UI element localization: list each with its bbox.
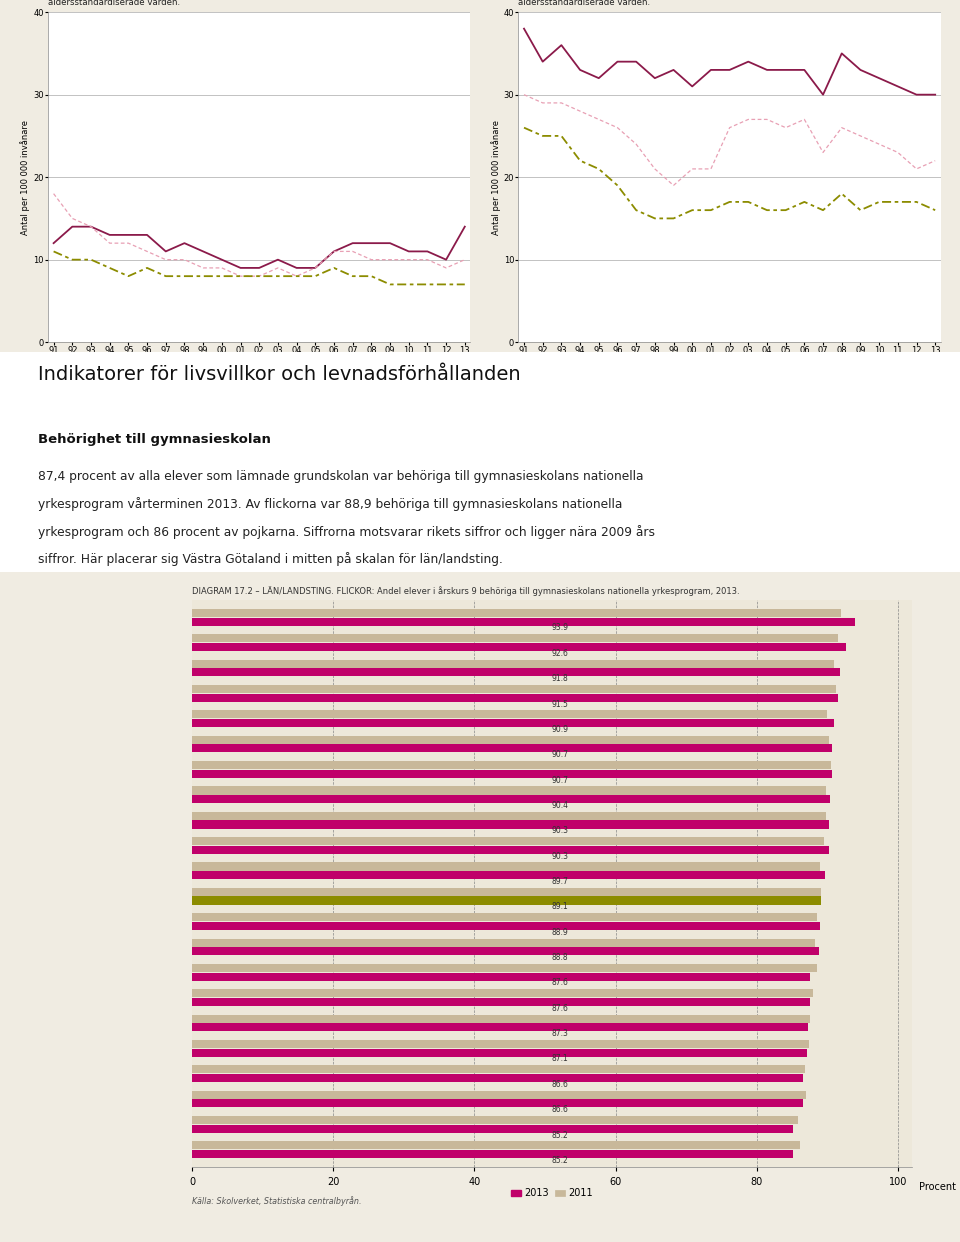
Bar	[192, 735, 828, 744]
Bar	[192, 1117, 798, 1124]
Text: 91.5: 91.5	[552, 699, 569, 708]
Text: 87.1: 87.1	[552, 1054, 568, 1063]
Bar	[192, 1099, 804, 1108]
Bar	[192, 693, 838, 702]
Bar	[192, 761, 830, 769]
Bar	[192, 1066, 805, 1073]
Bar	[192, 660, 834, 668]
Bar	[192, 939, 815, 946]
Text: Källa: Dödsorsaksregistret, Socialstyrelsen. Registret över befolkningens
utbild: Källa: Dödsorsaksregistret, Socialstyrel…	[518, 397, 796, 419]
Bar	[192, 710, 828, 718]
Text: 85.2: 85.2	[552, 1130, 568, 1139]
Bar	[192, 635, 838, 642]
Text: 87.6: 87.6	[552, 1004, 569, 1012]
Bar	[192, 786, 826, 795]
Bar	[192, 1141, 801, 1150]
Bar	[192, 922, 820, 930]
Text: DIAGRAM 11.3 – UTBILDNING. RIKET. MÄN: Antal självmord och
dödsfall med oklart u: DIAGRAM 11.3 – UTBILDNING. RIKET. MÄN: A…	[518, 0, 790, 7]
Text: 86.6: 86.6	[552, 1105, 569, 1114]
Bar	[192, 719, 833, 727]
Text: Källa: Skolverket, Statistiska centralbyrån.: Källa: Skolverket, Statistiska centralby…	[192, 1196, 362, 1206]
Text: DIAGRAM 17.2 – LÄN/LANDSTING. FLICKOR: Andel elever i årskurs 9 behöriga till gy: DIAGRAM 17.2 – LÄN/LANDSTING. FLICKOR: A…	[192, 586, 739, 596]
Bar	[192, 643, 846, 651]
Bar	[192, 871, 826, 879]
Text: 90.7: 90.7	[552, 750, 569, 759]
Legend: Förgymnasial, Gymnasial, Eftergymnasial: Förgymnasial, Gymnasial, Eftergymnasial	[522, 383, 759, 397]
Text: 85.2: 85.2	[552, 1156, 568, 1165]
Bar	[192, 837, 824, 846]
Text: 90.4: 90.4	[552, 801, 569, 810]
Legend: 2013, 2011: 2013, 2011	[507, 1185, 597, 1202]
Text: 93.9: 93.9	[552, 623, 569, 632]
Bar	[192, 897, 821, 904]
Text: 87.3: 87.3	[552, 1030, 569, 1038]
Bar	[192, 1048, 806, 1057]
Text: 90.3: 90.3	[552, 826, 569, 836]
Text: 86.6: 86.6	[552, 1079, 569, 1089]
Text: 90.3: 90.3	[552, 852, 569, 861]
Text: 89.7: 89.7	[552, 877, 569, 886]
Bar	[192, 846, 829, 853]
Bar	[192, 1090, 806, 1099]
Y-axis label: Antal per 100 000 invånare: Antal per 100 000 invånare	[491, 119, 501, 235]
Bar	[192, 609, 841, 617]
Bar	[192, 1015, 810, 1022]
Text: År: År	[935, 371, 945, 380]
Text: 89.1: 89.1	[552, 903, 568, 912]
Bar	[192, 770, 832, 777]
Bar	[192, 989, 813, 997]
Text: Källa: Dödsorsaksregistret, Socialstyrelsen. Registret över befolkningens
utbild: Källa: Dödsorsaksregistret, Socialstyrel…	[48, 397, 325, 419]
Text: DIAGRAM 11.2 – UTBILDNING. RIKET. KVINNOR: Antal självmord och
dödsfall med okla: DIAGRAM 11.2 – UTBILDNING. RIKET. KVINNO…	[48, 0, 340, 7]
Text: 91.8: 91.8	[552, 674, 568, 683]
Bar	[192, 821, 829, 828]
Bar	[192, 617, 854, 626]
Bar	[192, 744, 832, 753]
Text: Procent: Procent	[920, 1181, 956, 1191]
Text: yrkesprogram vårterminen 2013. Av flickorna var 88,9 behöriga till gymnasieskola: yrkesprogram vårterminen 2013. Av flicko…	[38, 498, 623, 512]
Bar	[192, 1074, 804, 1082]
Bar	[192, 1125, 793, 1133]
Text: yrkesprogram och 86 procent av pojkarna. Siffrorna motsvarar rikets siffror och : yrkesprogram och 86 procent av pojkarna.…	[38, 525, 656, 539]
Bar	[192, 964, 817, 972]
Text: 88.8: 88.8	[552, 953, 568, 963]
Bar	[192, 888, 821, 895]
Bar	[192, 668, 840, 677]
Bar	[192, 862, 820, 871]
Bar	[192, 1040, 809, 1048]
Bar	[192, 913, 817, 922]
Text: 88.9: 88.9	[552, 928, 568, 936]
Text: siffror. Här placerar sig Västra Götaland i mitten på skalan för län/landsting.: siffror. Här placerar sig Västra Götalan…	[38, 553, 503, 566]
Text: 90.9: 90.9	[552, 725, 569, 734]
Text: 87,4 procent av alla elever som lämnade grundskolan var behöriga till gymnasiesk: 87,4 procent av alla elever som lämnade …	[38, 471, 644, 483]
Bar	[192, 1023, 808, 1031]
Bar	[192, 1150, 793, 1158]
Y-axis label: Antal per 100 000 invånare: Antal per 100 000 invånare	[20, 119, 31, 235]
Bar	[192, 972, 810, 981]
Text: Indikatorer för livsvillkor och levnadsförhållanden: Indikatorer för livsvillkor och levnadsf…	[38, 365, 521, 384]
Text: 90.7: 90.7	[552, 775, 569, 785]
Bar	[192, 686, 836, 693]
Text: 92.6: 92.6	[552, 648, 569, 658]
Bar	[192, 795, 830, 804]
Legend: Förgymnasial, Gymnasial, Eftergymnasial: Förgymnasial, Gymnasial, Eftergymnasial	[52, 383, 289, 397]
Bar	[192, 997, 810, 1006]
Text: Behörighet till gymnasieskolan: Behörighet till gymnasieskolan	[38, 433, 272, 446]
Bar	[192, 812, 826, 820]
Text: År: År	[465, 371, 474, 380]
Text: 87.6: 87.6	[552, 979, 569, 987]
Bar	[192, 948, 819, 955]
